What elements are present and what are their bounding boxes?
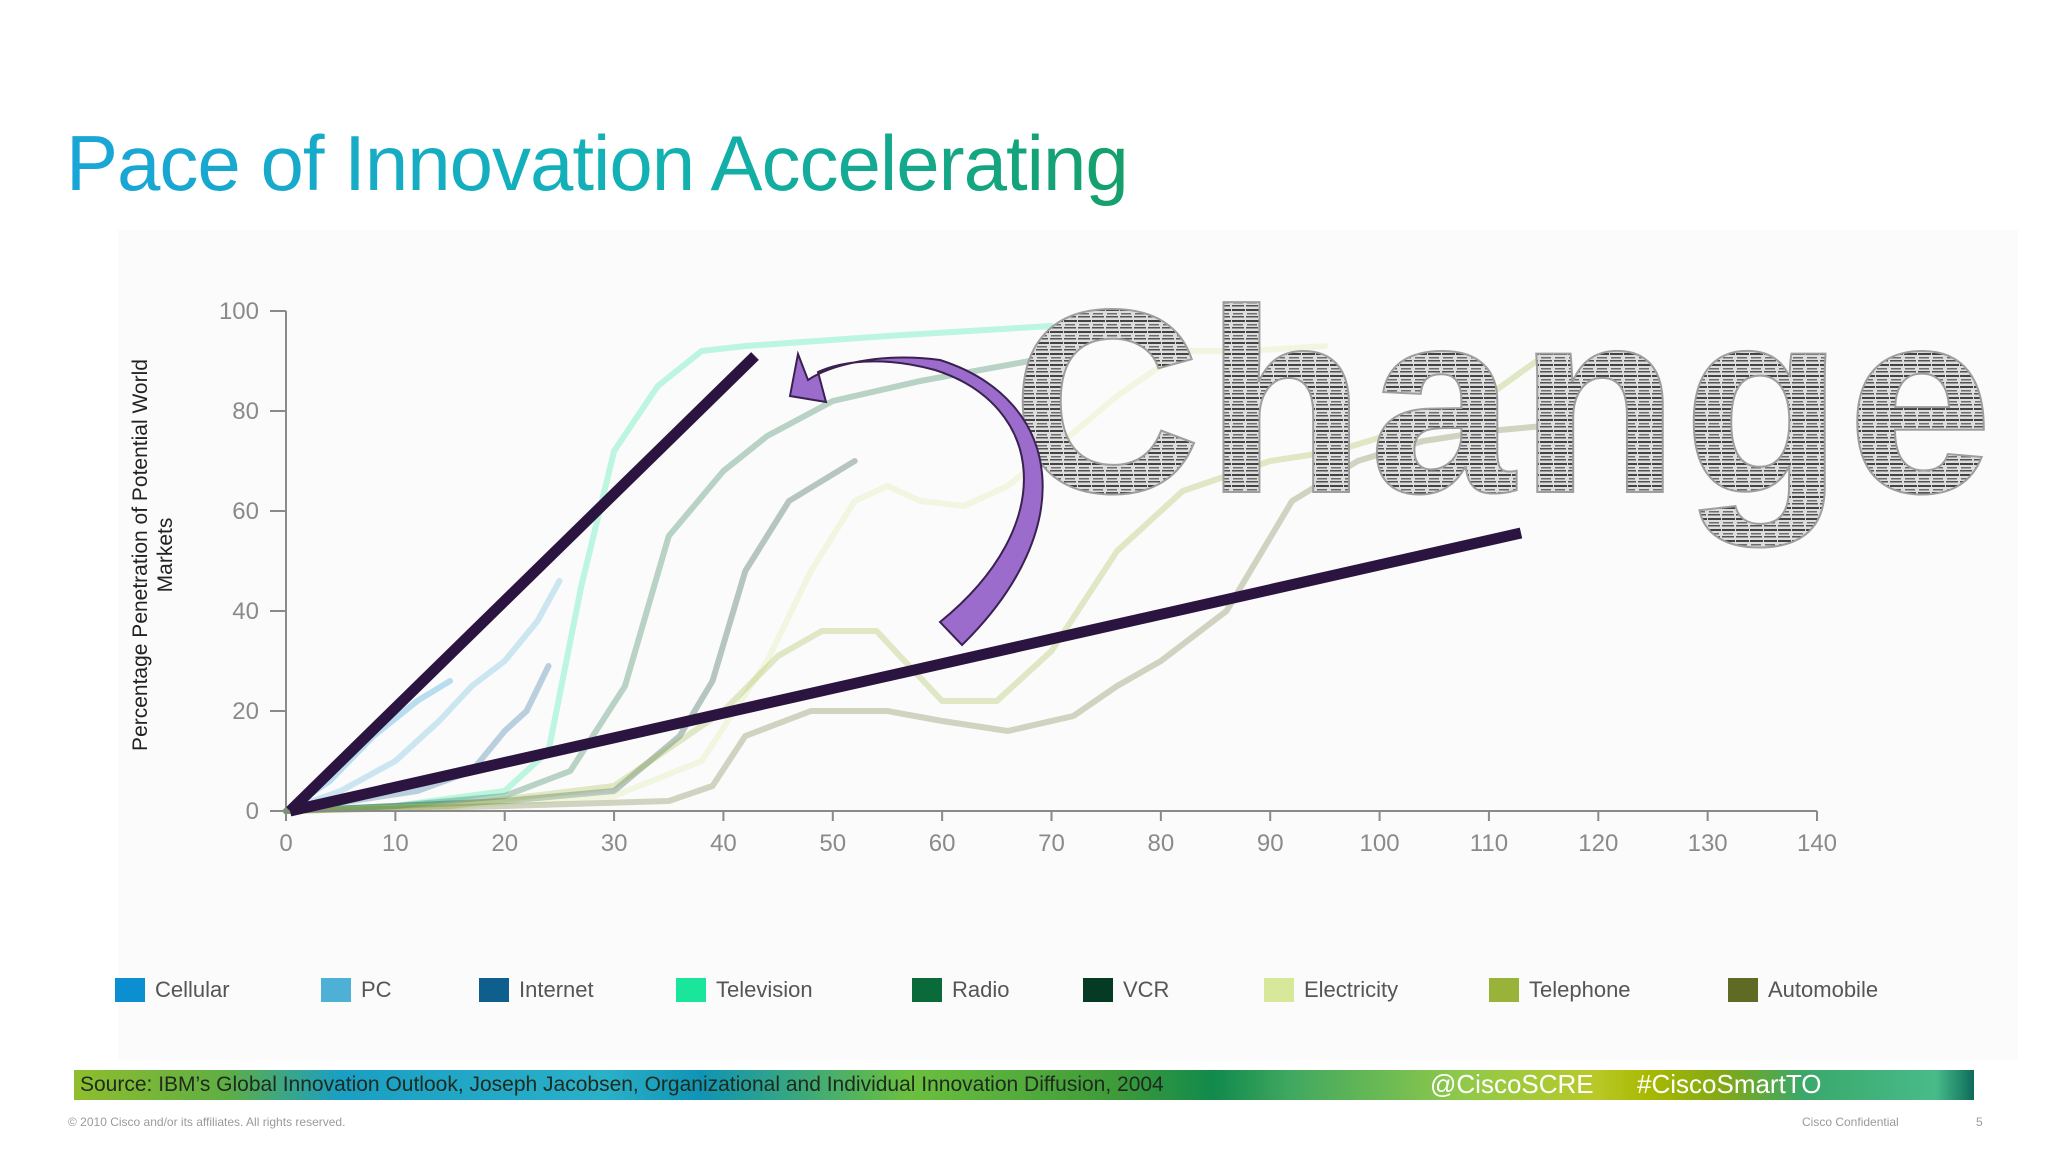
legend-label: Cellular xyxy=(155,977,230,1002)
x-tick-label: 20 xyxy=(491,830,518,857)
legend-item-television: Television xyxy=(676,975,813,1005)
legend-item-internet: Internet xyxy=(479,975,594,1005)
series-line-television xyxy=(283,323,1055,814)
steep-trend-line xyxy=(286,352,759,815)
x-tick-label: 30 xyxy=(601,830,628,857)
legend-item-cellular: Cellular xyxy=(115,975,230,1005)
y-tick-label: 0 xyxy=(246,798,259,825)
series-line-electricity xyxy=(283,343,1328,814)
series-line-vcr xyxy=(283,458,858,814)
legend-item-radio: Radio xyxy=(912,975,1009,1005)
legend-swatch xyxy=(912,978,942,1002)
legend-item-pc: PC xyxy=(321,975,392,1005)
x-tick-label: 100 xyxy=(1360,830,1400,857)
legend-swatch xyxy=(1728,978,1758,1002)
x-tick-label: 40 xyxy=(710,830,737,857)
twitter-handle[interactable]: @CiscoSCRE xyxy=(1430,1069,1594,1099)
legend-item-automobile: Automobile xyxy=(1728,975,1878,1005)
x-tick-label: 120 xyxy=(1578,830,1618,857)
curved-arrow xyxy=(788,350,1044,647)
legend-label: Internet xyxy=(519,977,594,1002)
legend-swatch xyxy=(676,978,706,1002)
series-line-radio xyxy=(283,358,1033,814)
source-banner: Source: IBM’s Global Innovation Outlook,… xyxy=(74,1069,1974,1100)
x-tick-label: 80 xyxy=(1148,830,1175,857)
chart-background xyxy=(118,230,2018,1060)
legend-item-vcr: VCR xyxy=(1083,975,1169,1005)
legend-label: Radio xyxy=(952,977,1010,1002)
legend-label: Telephone xyxy=(1529,977,1631,1002)
y-tick-label: 40 xyxy=(232,598,259,625)
legend-label: Electricity xyxy=(1304,977,1399,1002)
x-tick-label: 90 xyxy=(1257,830,1284,857)
series-layer xyxy=(283,323,1547,814)
y-tick-label: 20 xyxy=(232,698,259,725)
series-line-automobile xyxy=(283,423,1547,814)
x-tick-label: 0 xyxy=(279,830,292,857)
x-tick-label: 10 xyxy=(382,830,409,857)
legend-item-telephone: Telephone xyxy=(1489,975,1631,1005)
legend-swatch xyxy=(1489,978,1519,1002)
hashtag[interactable]: #CiscoSmartTO xyxy=(1637,1069,1822,1099)
legend-label: VCR xyxy=(1123,977,1170,1002)
page-title: Pace of Innovation Accelerating xyxy=(66,119,1129,207)
y-tick-label: 80 xyxy=(232,398,259,425)
legend-item-electricity: Electricity xyxy=(1264,975,1398,1005)
legend-label: PC xyxy=(361,977,392,1002)
annotation-layer xyxy=(286,350,1523,817)
x-tick-label: 130 xyxy=(1688,830,1728,857)
legend-swatch xyxy=(321,978,351,1002)
confidential-label: Cisco Confidential xyxy=(1802,1115,1899,1129)
series-line-pc xyxy=(283,578,563,814)
legend-swatch xyxy=(1264,978,1294,1002)
x-tick-label: 110 xyxy=(1470,830,1508,857)
y-tick-label: 100 xyxy=(219,298,259,325)
legend-swatch xyxy=(479,978,509,1002)
axes-layer: 0 20 40 60 80 100 0 10 20 30 40 50 60 70 80 90 100 110 120… xyxy=(219,298,1837,857)
shallow-trend-line xyxy=(288,527,1523,817)
x-tick-label: 140 xyxy=(1797,830,1837,857)
x-tick-label: 60 xyxy=(929,830,956,857)
legend-swatch xyxy=(1083,978,1113,1002)
legend-label: Television xyxy=(716,977,813,1002)
y-tick-label: 60 xyxy=(232,498,259,525)
legend-label: Automobile xyxy=(1768,977,1879,1002)
legend-swatch xyxy=(115,978,145,1002)
copyright: © 2010 Cisco and/or its affiliates. All … xyxy=(68,1115,346,1129)
series-line-telephone xyxy=(283,353,1547,814)
source-citation: Source: IBM’s Global Innovation Outlook,… xyxy=(80,1073,1164,1096)
change-word-art: Change xyxy=(1012,255,1997,549)
x-tick-label: 50 xyxy=(819,830,846,857)
x-tick-label: 70 xyxy=(1038,830,1065,857)
legend: Cellular PC Internet Television Radio VCR Elec… xyxy=(0,975,2048,1005)
page-number: 5 xyxy=(1976,1115,1983,1129)
